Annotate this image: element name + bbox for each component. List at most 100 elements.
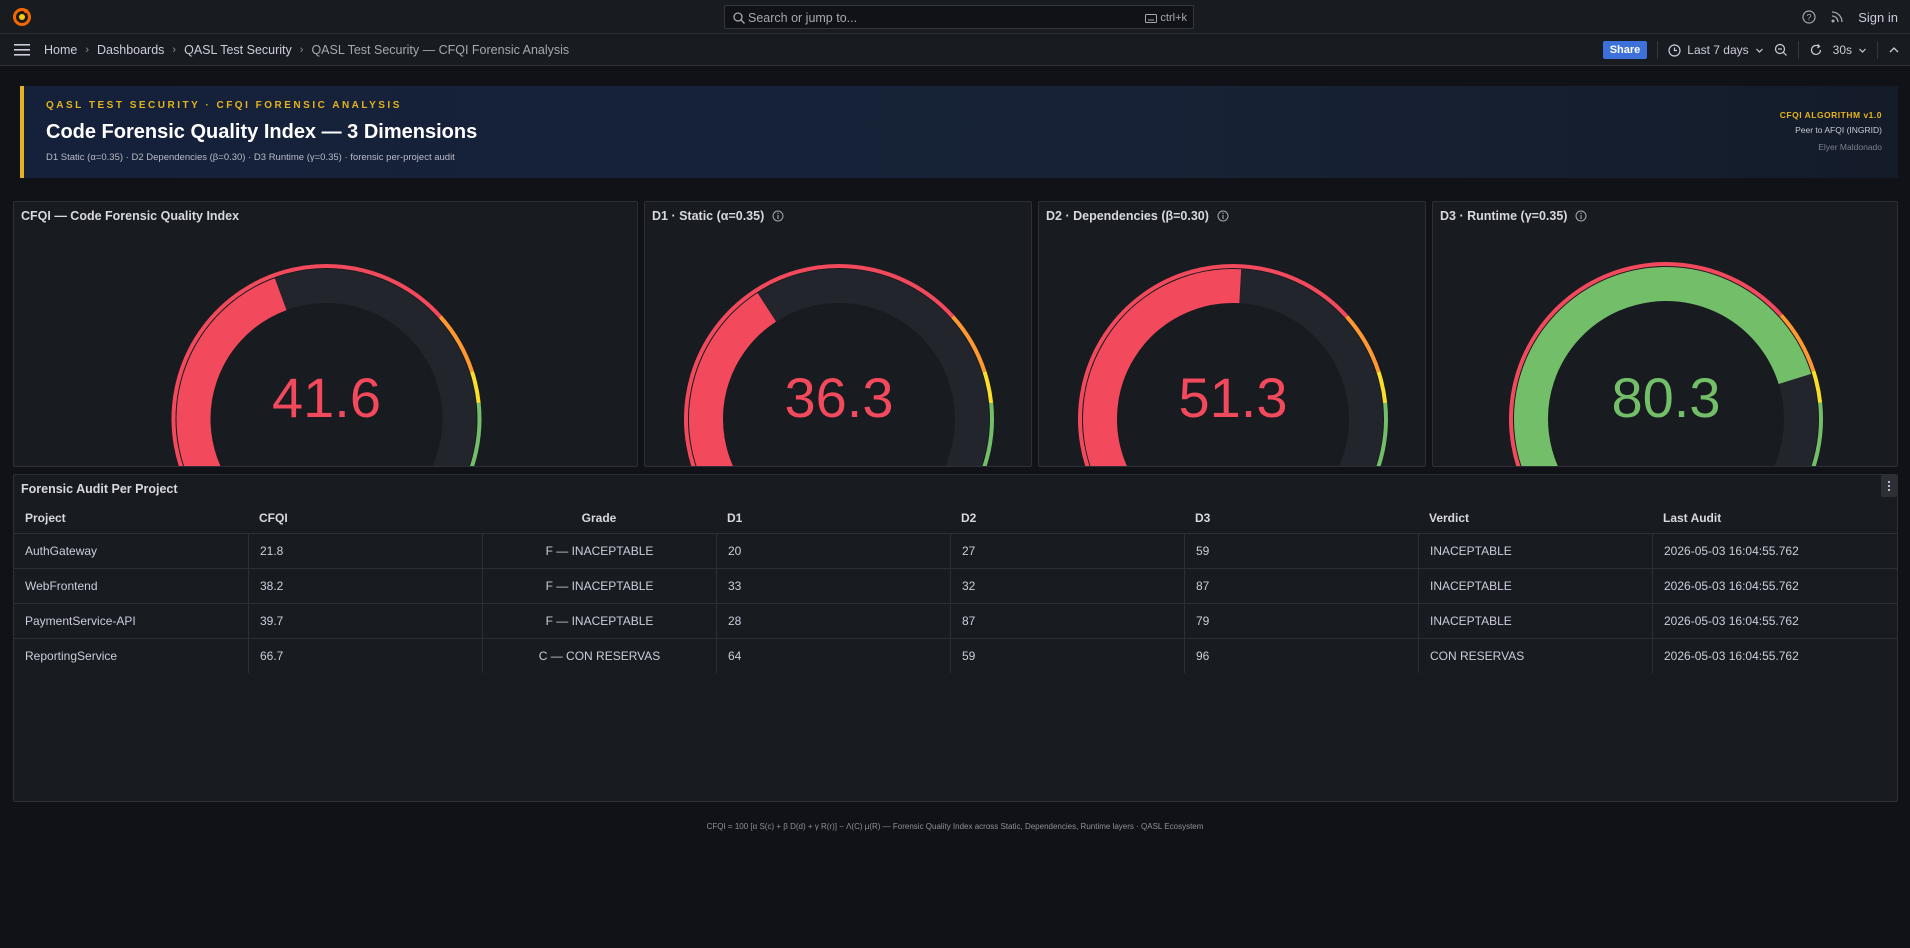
- nav-bar: Home › Dashboards › QASL Test Security ›…: [0, 34, 1910, 66]
- table-cell: WebFrontend: [25, 579, 98, 593]
- threshold-segment: [1509, 262, 1783, 466]
- table-cell: 38.2: [248, 569, 482, 603]
- share-button[interactable]: Share: [1602, 41, 1648, 59]
- clock-icon: [1668, 43, 1681, 57]
- divider: [1657, 41, 1659, 59]
- gauge-value-arc: [1514, 267, 1812, 466]
- table-cell: 79: [1184, 604, 1418, 638]
- gauge-panel-cfqi[interactable]: CFQI — Code Forensic Quality Index 41.6: [13, 201, 638, 467]
- banner-kicker: QASL TEST SECURITY · CFQI FORENSIC ANALY…: [46, 100, 402, 111]
- banner-meta: CFQI ALGORITHM v1.0 Peer to AFQI (INGRID…: [1780, 110, 1882, 152]
- panel-title: D1 · Static (α=0.35): [652, 209, 784, 223]
- top-bar: Search or jump to... ctrl+k ? Sign in: [0, 0, 1910, 34]
- gauge-panel-d3[interactable]: D3 · Runtime (γ=0.35) 80.3: [1432, 201, 1898, 467]
- table-cell: 32: [950, 569, 1184, 603]
- table-row: WebFrontend 38.2 F — INACEPTABLE 33 32 87 INAC…: [14, 568, 1897, 603]
- chevron-down-icon: [1755, 48, 1763, 53]
- info-icon[interactable]: [1217, 210, 1229, 222]
- divider: [1877, 41, 1878, 59]
- panel-title-text: CFQI — Code Forensic Quality Index: [21, 209, 240, 223]
- divider: [1797, 41, 1799, 59]
- author-label: Elyer Maldonado: [1818, 142, 1882, 152]
- table-cell: F — INACEPTABLE: [482, 569, 716, 603]
- table-cell: 87: [950, 604, 1184, 638]
- table-cell: 59: [950, 639, 1184, 673]
- panel-title-text: Forensic Audit Per Project: [21, 482, 178, 496]
- table-row: AuthGateway 21.8 F — INACEPTABLE 20 27 59 INAC…: [14, 533, 1897, 568]
- zoom-out-icon[interactable]: [1774, 43, 1788, 57]
- menu-icon[interactable]: [14, 43, 30, 57]
- audit-table: Project CFQI Grade D1 D2 D3 Verdict Last Audit …: [14, 503, 1897, 673]
- peer-label: Peer to AFQI (INGRID): [1795, 125, 1882, 135]
- dashboard-controls: Share Last 7 days 30s: [1602, 34, 1900, 66]
- table-cell: ReportingService: [25, 649, 118, 663]
- column-header[interactable]: D2: [961, 511, 977, 525]
- table-cell: INACEPTABLE: [1418, 604, 1652, 638]
- threshold-segment: [469, 402, 482, 466]
- table-row: ReportingService 66.7 C — CON RESERVAS 64 59…: [14, 638, 1897, 673]
- panel-title-text: D1 · Static (α=0.35): [652, 209, 765, 223]
- gauge-panel-d2[interactable]: D2 · Dependencies (β=0.30) 51.3: [1038, 201, 1426, 467]
- time-range-picker[interactable]: Last 7 days: [1668, 43, 1763, 57]
- threshold-segment: [951, 315, 987, 373]
- threshold-segment: [1345, 315, 1381, 373]
- refresh-icon[interactable]: [1809, 43, 1823, 57]
- gauge-value-arc: [176, 278, 287, 466]
- panel-menu-button[interactable]: [1881, 475, 1897, 497]
- threshold-segment: [1779, 313, 1816, 372]
- table-cell: 39.7: [248, 604, 482, 638]
- dashboard-header-banner: QASL TEST SECURITY · CFQI FORENSIC ANALY…: [20, 86, 1898, 178]
- table-cell: 2026-05-03 16:04:55.762: [1652, 604, 1886, 638]
- column-header[interactable]: Grade: [581, 511, 617, 525]
- search-shortcut-label: ctrl+k: [1160, 12, 1187, 24]
- threshold-segment: [982, 402, 994, 466]
- gauge-value-arc: [689, 293, 777, 466]
- chevron-right-icon: ›: [85, 44, 90, 56]
- svg-text:?: ?: [1807, 13, 1812, 23]
- table-cell: 2026-05-03 16:04:55.762: [1652, 569, 1886, 603]
- gauge-value: 51.3: [1179, 366, 1288, 429]
- breadcrumb-home[interactable]: Home: [44, 43, 78, 57]
- gauge-value: 80.3: [1612, 366, 1721, 429]
- column-header[interactable]: CFQI: [259, 511, 288, 525]
- search-input[interactable]: Search or jump to... ctrl+k: [724, 5, 1194, 29]
- threshold-segment: [1376, 371, 1388, 404]
- chevron-right-icon: ›: [172, 44, 177, 56]
- table-header: Project CFQI Grade D1 D2 D3 Verdict Last Audit: [14, 503, 1897, 533]
- gauge-value: 36.3: [785, 366, 894, 429]
- search-placeholder: Search or jump to...: [748, 11, 858, 25]
- refresh-interval-label: 30s: [1832, 43, 1852, 57]
- table-cell: 28: [716, 604, 950, 638]
- keyboard-icon: [1145, 13, 1158, 23]
- info-icon[interactable]: [1575, 210, 1587, 222]
- table-cell: PaymentService-API: [25, 614, 136, 628]
- threshold-segment: [982, 371, 994, 404]
- breadcrumb-folder[interactable]: QASL Test Security: [184, 43, 292, 57]
- table-cell: 2026-05-03 16:04:55.762: [1652, 639, 1886, 673]
- table-cell: 21.8: [248, 534, 482, 568]
- refresh-interval-picker[interactable]: 30s: [1833, 43, 1867, 57]
- table-cell: CON RESERVAS: [1418, 639, 1652, 673]
- table-cell: 59: [1184, 534, 1418, 568]
- breadcrumb-dashboards[interactable]: Dashboards: [97, 43, 165, 57]
- sign-in-link[interactable]: Sign in: [1858, 9, 1898, 25]
- table-row: PaymentService-API 39.7 F — INACEPTABLE 28 8…: [14, 603, 1897, 638]
- column-header[interactable]: Project: [25, 511, 66, 525]
- table-cell: F — INACEPTABLE: [482, 604, 716, 638]
- rss-icon[interactable]: [1830, 10, 1844, 24]
- column-header[interactable]: D1: [727, 511, 743, 525]
- panel-title: D2 · Dependencies (β=0.30): [1046, 209, 1229, 223]
- gauge-panel-d1[interactable]: D1 · Static (α=0.35) 36.3: [644, 201, 1032, 467]
- table-cell: 87: [1184, 569, 1418, 603]
- grafana-logo-icon[interactable]: [12, 7, 32, 27]
- info-icon[interactable]: [772, 210, 784, 222]
- chevron-up-icon[interactable]: [1888, 44, 1900, 56]
- threshold-segment: [1811, 370, 1823, 404]
- threshold-segment: [470, 371, 481, 404]
- column-header[interactable]: Verdict: [1429, 511, 1470, 525]
- panel-title: CFQI — Code Forensic Quality Index: [21, 209, 239, 223]
- column-header[interactable]: D3: [1195, 511, 1211, 525]
- threshold-segment: [1376, 402, 1388, 466]
- help-icon[interactable]: ?: [1802, 10, 1816, 24]
- column-header[interactable]: Last Audit: [1663, 511, 1722, 525]
